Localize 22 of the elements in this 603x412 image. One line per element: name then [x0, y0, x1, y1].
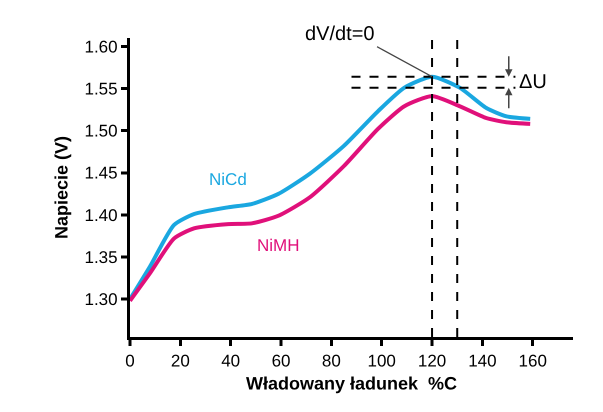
series-label: NiMH — [257, 236, 300, 255]
annotation: ΔU — [519, 71, 547, 93]
x-tick-label: 20 — [170, 351, 190, 370]
y-tick-label: 1.35 — [84, 248, 118, 267]
series-label: NiCd — [209, 170, 247, 189]
x-tick-label: 120 — [418, 351, 446, 370]
y-tick-label: 1.50 — [84, 122, 118, 141]
x-tick-label: 140 — [468, 351, 497, 370]
annotation: dV/dt=0 — [305, 23, 375, 45]
x-tick-label: 40 — [221, 351, 240, 370]
x-axis-title: Władowany ładunek %C — [246, 374, 458, 394]
x-tick-label: 60 — [272, 351, 290, 370]
y-tick-label: 1.30 — [84, 290, 118, 310]
y-tick-label: 1.60 — [84, 37, 118, 56]
y-tick-label: 1.40 — [84, 206, 118, 225]
x-tick-label: 100 — [368, 351, 396, 370]
x-tick-label: 160 — [518, 351, 547, 370]
y-axis-title: Napiecie (V) — [52, 136, 72, 240]
y-tick-label: 1.55 — [84, 79, 118, 98]
y-tick-label: 1.45 — [84, 164, 118, 183]
x-tick-label: 80 — [322, 351, 341, 370]
x-tick-label: 0 — [125, 351, 135, 370]
